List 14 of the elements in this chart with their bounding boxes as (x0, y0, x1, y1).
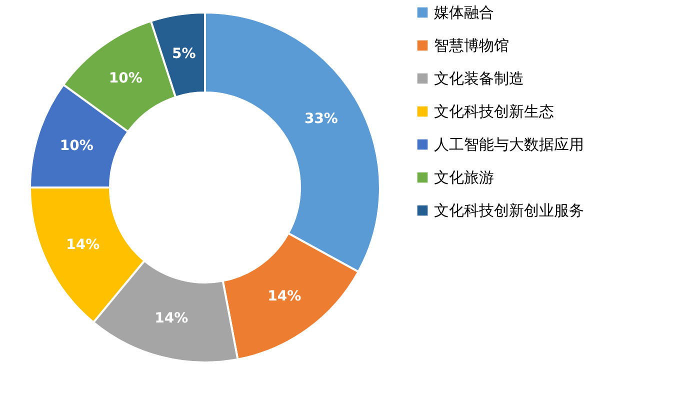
legend-label: 文化科技创新生态 (434, 102, 554, 120)
data-label: 14% (268, 288, 302, 305)
data-label: 33% (304, 110, 338, 127)
legend-label: 媒体融合 (434, 4, 494, 22)
legend-label: 智慧博物馆 (434, 36, 509, 54)
legend-label: 文化旅游 (434, 168, 494, 186)
data-label: 14% (154, 310, 188, 326)
data-label: 14% (66, 236, 100, 253)
data-label: 10% (60, 138, 94, 154)
data-label: 5% (172, 46, 196, 62)
legend-label: 文化科技创新创业服务 (434, 202, 584, 220)
legend-label: 人工智能与大数据应用 (434, 136, 584, 154)
data-label: 10% (108, 70, 142, 86)
legend-label: 文化装备制造 (434, 70, 524, 88)
